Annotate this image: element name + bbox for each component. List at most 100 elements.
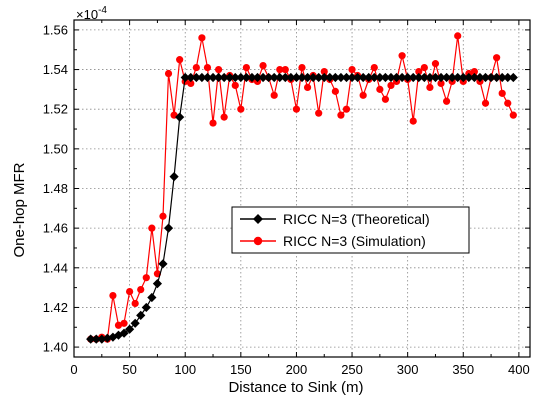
data-point-theoretical (291, 72, 302, 83)
data-point-simulation (109, 291, 117, 300)
data-point-simulation (231, 81, 239, 90)
y-tick-label: 1.42 (43, 300, 68, 315)
x-tick-label: 50 (122, 362, 136, 377)
data-point-theoretical (425, 72, 435, 83)
data-point-theoretical (297, 72, 307, 83)
data-point-theoretical (364, 72, 374, 83)
y-tick-label: 1.46 (43, 221, 68, 236)
data-point-simulation (292, 105, 301, 113)
data-point-theoretical (186, 72, 196, 83)
data-point-simulation (142, 274, 150, 282)
data-point-simulation (415, 67, 423, 76)
data-point-theoretical (347, 72, 357, 83)
data-point-theoretical (91, 334, 101, 344)
data-point-simulation (376, 85, 384, 93)
data-point-simulation (192, 63, 200, 72)
data-point-theoretical (403, 72, 413, 83)
data-point-theoretical (453, 72, 463, 83)
data-point-theoretical (469, 72, 479, 83)
data-point-theoretical (497, 72, 507, 83)
data-point-simulation (420, 63, 428, 72)
data-point-theoretical (325, 72, 335, 83)
data-point-simulation (498, 89, 506, 97)
data-point-simulation (359, 91, 367, 99)
data-point-simulation (237, 105, 245, 113)
data-point-theoretical (319, 72, 329, 83)
data-point-theoretical (169, 172, 179, 182)
data-point-theoretical (180, 72, 190, 83)
legend-label-simulation: RICC N=3 (Simulation) (283, 233, 426, 249)
data-point-simulation (509, 111, 517, 119)
data-point-simulation (387, 81, 395, 90)
data-point-theoretical (275, 72, 285, 83)
data-point-simulation (298, 63, 306, 72)
data-point-simulation (381, 95, 390, 103)
data-point-simulation (220, 113, 228, 121)
data-point-simulation (442, 97, 451, 105)
data-point-theoretical (480, 72, 491, 83)
y-tick-label: 1.56 (43, 22, 68, 37)
data-point-theoretical (258, 72, 268, 83)
data-point-simulation (315, 109, 323, 117)
data-point-theoretical (269, 72, 279, 83)
data-point-theoretical (492, 72, 502, 83)
data-point-simulation (504, 99, 512, 107)
data-point-theoretical (230, 72, 240, 83)
data-point-theoretical (175, 112, 185, 122)
y-tick-label: 1.44 (43, 260, 68, 275)
data-point-simulation (131, 299, 139, 308)
data-point-simulation (320, 67, 328, 76)
data-point-theoretical (125, 324, 135, 334)
data-point-theoretical (330, 72, 340, 83)
data-point-theoretical (475, 72, 485, 83)
y-tick-label: 1.50 (43, 141, 68, 156)
data-point-theoretical (447, 72, 457, 83)
data-point-simulation (242, 63, 250, 72)
data-point-theoretical (147, 292, 157, 303)
data-point-simulation (409, 117, 417, 125)
data-point-simulation (337, 111, 345, 119)
data-point-theoretical (441, 72, 452, 83)
data-point-theoretical (508, 72, 518, 83)
data-point-theoretical (136, 310, 146, 320)
data-point-theoretical (369, 72, 379, 83)
y-axis-label: One-hop MFR (11, 162, 28, 257)
legend: RICC N=3 (Theoretical) RICC N=3 (Simulat… (231, 206, 470, 254)
data-point-theoretical (380, 72, 391, 83)
data-point-theoretical (486, 72, 496, 83)
data-point-theoretical (353, 72, 363, 83)
data-point-simulation (164, 69, 173, 78)
data-point-simulation (331, 87, 339, 95)
legend-marker-simulation (253, 236, 263, 246)
y-tick-label: 1.52 (43, 102, 68, 117)
data-point-theoretical (314, 72, 324, 83)
data-point-simulation (198, 34, 206, 42)
data-point-theoretical (108, 332, 118, 342)
data-point-simulation (426, 83, 434, 91)
data-point-theoretical (308, 72, 318, 83)
x-tick-label: 250 (341, 362, 363, 377)
data-point-simulation (454, 32, 462, 40)
data-point-theoretical (503, 72, 513, 83)
data-point-theoretical (152, 279, 163, 289)
data-point-theoretical (247, 72, 257, 83)
x-tick-label: 400 (508, 362, 530, 377)
legend-box (231, 206, 470, 254)
x-tick-label: 200 (286, 362, 308, 377)
data-point-simulation (431, 60, 440, 68)
data-point-theoretical (430, 72, 441, 83)
data-point-theoretical (163, 223, 174, 233)
x-tick-label: 100 (174, 362, 196, 377)
data-point-theoretical (464, 72, 474, 83)
data-point-simulation (493, 54, 501, 62)
series-theoretical (86, 72, 518, 344)
data-point-simulation (214, 65, 223, 74)
data-point-theoretical (86, 334, 96, 344)
data-point-theoretical (202, 72, 213, 83)
data-point-simulation (126, 287, 134, 296)
data-point-theoretical (208, 72, 218, 83)
data-point-simulation (187, 79, 195, 88)
data-point-simulation (470, 67, 478, 76)
